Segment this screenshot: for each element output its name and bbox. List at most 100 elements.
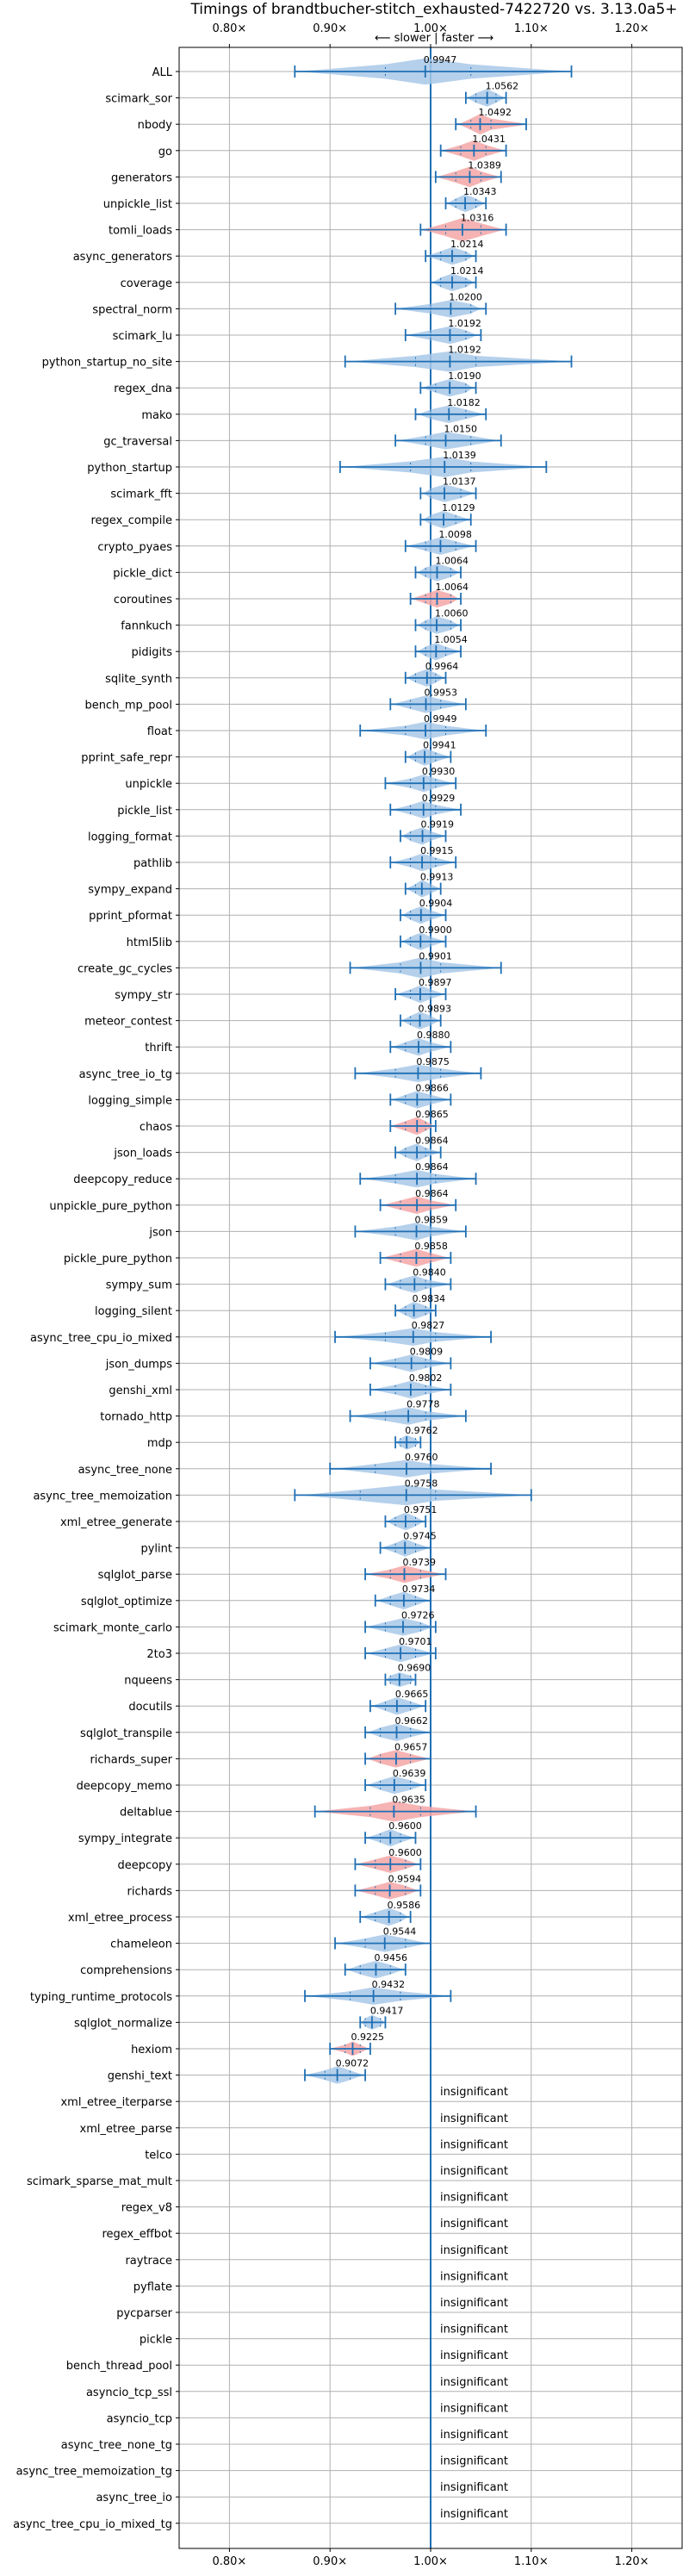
y-tick-label: spectral_norm (92, 303, 172, 316)
median-value-label: 1.0214 (450, 265, 484, 277)
y-tick-label: fannkuch (121, 620, 172, 633)
insignificant-label: insignificant (440, 2324, 508, 2336)
median-value-label: 0.9858 (414, 1241, 448, 1252)
y-tick-label: scimark_sor (105, 93, 172, 106)
y-tick-label: hexiom (131, 2044, 172, 2056)
y-tick-label: mdp (147, 1437, 172, 1450)
y-tick-label: async_tree_io_tg (79, 1068, 172, 1081)
y-tick-label: python_startup_no_site (42, 357, 172, 370)
y-tick-label: scimark_fft (110, 488, 172, 501)
y-tick-label: logging_silent (95, 1305, 172, 1318)
median-value-label: 0.9432 (372, 1979, 406, 1990)
y-tick-label: xml_etree_process (68, 1912, 172, 1925)
median-value-label: 0.9880 (417, 1030, 450, 1041)
y-tick-label: sqlglot_parse (98, 1569, 172, 1582)
x-tick-label-bottom: 0.90× (313, 2555, 347, 2568)
y-tick-label: logging_simple (88, 1094, 172, 1107)
y-tick-label: scimark_sparse_mat_mult (27, 2175, 172, 2188)
y-tick-label: async_tree_memoization (33, 1490, 172, 1503)
median-value-label: 0.9866 (415, 1082, 448, 1093)
median-value-label: 1.0064 (435, 582, 469, 593)
median-value-label: 0.9657 (394, 1741, 428, 1752)
y-tick-label: async_tree_cpu_io_mixed (30, 1332, 172, 1345)
plot-frame (178, 47, 683, 2549)
y-tick-label: unpickle_pure_python (49, 1200, 172, 1213)
y-tick-label: docutils (128, 1701, 172, 1714)
median-value-label: 0.9864 (415, 1136, 449, 1147)
y-tick-label: create_gc_cycles (78, 962, 172, 975)
y-tick-label: unpickle (125, 778, 172, 791)
median-value-label: 0.9901 (419, 950, 451, 961)
y-tick-label: logging_format (88, 831, 172, 843)
y-tick-label: pprint_pformat (89, 910, 172, 923)
median-value-label: 0.9762 (405, 1425, 438, 1436)
insignificant-label: insignificant (440, 2086, 508, 2099)
median-value-label: 0.9864 (415, 1161, 449, 1173)
y-tick-label: ALL (152, 66, 173, 79)
x-tick-label-top: 0.90× (313, 22, 347, 35)
median-value-label: 0.9964 (425, 661, 458, 672)
y-tick-label: pickle_list (117, 805, 172, 818)
median-value-label: 0.9864 (415, 1188, 449, 1199)
y-tick-label: pickle (140, 2334, 172, 2347)
median-value-label: 1.0192 (448, 318, 481, 329)
y-tick-label: tomli_loads (109, 225, 172, 238)
x-tick-label-top: 1.00× (413, 22, 448, 35)
y-tick-label: coverage (121, 277, 172, 290)
median-value-label: 0.9953 (425, 687, 457, 698)
y-tick-label: asyncio_tcp (107, 2412, 172, 2425)
y-tick-label: async_tree_none (78, 1464, 172, 1477)
median-value-label: 0.9726 (401, 1609, 435, 1621)
median-value-label: 0.9875 (416, 1056, 450, 1067)
label-layer: 0.9947 1.0562 1.0492 1.0431 1.0389 1.0343 1.03… (336, 54, 519, 2521)
y-tick-label: go (158, 146, 172, 159)
y-tick-label: telco (145, 2149, 172, 2162)
median-value-label: 0.9900 (419, 924, 452, 936)
insignificant-label: insignificant (440, 2376, 508, 2389)
insignificant-label: insignificant (440, 2138, 508, 2151)
y-tick-label: pidigits (132, 646, 173, 659)
median-value-label: 0.9904 (419, 898, 453, 909)
median-value-label: 0.9802 (409, 1372, 443, 1384)
median-value-label: 1.0343 (463, 186, 497, 197)
y-tick-label: deepcopy_memo (77, 1780, 172, 1793)
y-tick-label: coroutines (114, 594, 172, 607)
median-value-label: 0.9417 (370, 2005, 404, 2016)
median-value-label: 0.9949 (424, 713, 457, 725)
x-tick-label-top: 0.80× (212, 22, 246, 35)
median-value-label: 0.9865 (415, 1109, 449, 1120)
y-tick-label: crypto_pyaes (97, 541, 172, 554)
y-tick-label: json_dumps (105, 1358, 172, 1371)
median-value-label: 1.0064 (435, 555, 469, 566)
y-tick-label: bench_thread_pool (66, 2360, 172, 2373)
median-value-label: 1.0316 (461, 213, 494, 224)
y-tick-label: richards_super (90, 1753, 172, 1766)
tick-layer: 0.80× 0.80× 0.90× 0.90× 1.00× 1.00× 1.10× 1.10×… (13, 22, 649, 2568)
x-tick-label-bottom: 1.00× (413, 2555, 448, 2568)
y-tick-label: sqlite_synth (105, 673, 172, 686)
median-value-label: 0.9701 (399, 1636, 432, 1647)
y-tick-label: async_tree_io (96, 2492, 172, 2504)
insignificant-label: insignificant (440, 2192, 508, 2205)
median-value-label: 0.9859 (415, 1214, 449, 1225)
median-value-label: 0.9915 (420, 845, 454, 856)
y-tick-label: pyflate (133, 2280, 172, 2293)
y-tick-label: xml_etree_parse (80, 2123, 172, 2136)
chart-title: Timings of brandtbucher-stitch_exhausted… (189, 1, 677, 18)
median-value-label: 0.9662 (395, 1715, 429, 1727)
median-value-label: 1.0098 (438, 529, 472, 540)
median-value-label: 0.9778 (407, 1399, 440, 1410)
y-tick-label: json (148, 1226, 172, 1239)
insignificant-label: insignificant (440, 2297, 508, 2310)
median-value-label: 0.9594 (388, 1873, 422, 1884)
y-tick-label: sympy_expand (88, 884, 172, 897)
insignificant-label: insignificant (440, 2165, 508, 2178)
median-value-label: 0.9919 (421, 818, 454, 830)
y-tick-label: async_tree_memoization_tg (16, 2466, 172, 2479)
y-tick-label: richards (127, 1885, 173, 1898)
insignificant-label: insignificant (440, 2429, 508, 2442)
y-tick-label: pycparser (116, 2307, 172, 2320)
y-tick-label: comprehensions (80, 1964, 172, 1977)
insignificant-label: insignificant (440, 2112, 508, 2125)
